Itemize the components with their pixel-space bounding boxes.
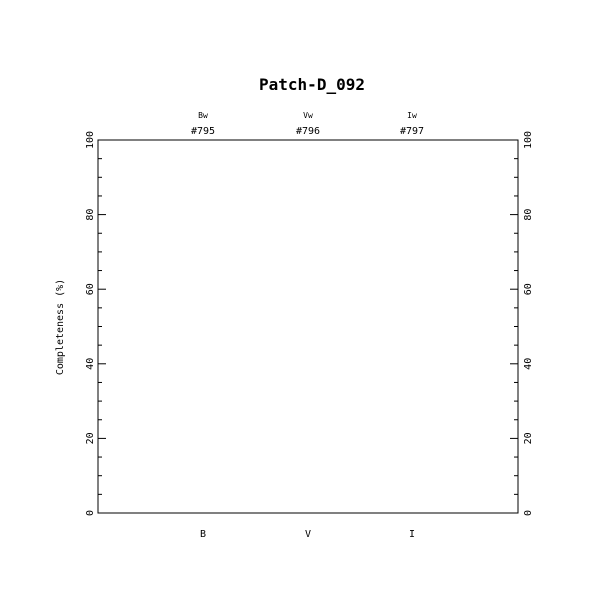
y-tick-label-left: 100: [85, 131, 96, 149]
filter-id-label: #797: [400, 126, 424, 137]
filter-label: Iw: [407, 111, 417, 120]
x-category-label: V: [305, 529, 311, 540]
filter-label: Vw: [303, 111, 313, 120]
plot-frame: [97, 139, 519, 514]
y-tick-label-left: 0: [85, 510, 96, 516]
y-tick-label-right: 60: [523, 283, 534, 295]
x-category-label: B: [200, 529, 206, 540]
filter-label: Bw: [198, 111, 208, 120]
y-tick-label-right: 0: [523, 510, 534, 516]
filter-id-label: #796: [296, 126, 320, 137]
filter-id-label: #795: [191, 126, 215, 137]
y-tick-label-right: 40: [523, 358, 534, 370]
y-tick-label-right: 100: [523, 131, 534, 149]
y-tick-label-left: 60: [85, 283, 96, 295]
y-tick-label-left: 80: [85, 209, 96, 221]
y-tick-label-right: 80: [523, 209, 534, 221]
y-tick-label-right: 20: [523, 432, 534, 444]
y-tick-label-left: 40: [85, 358, 96, 370]
y-tick-label-left: 20: [85, 432, 96, 444]
x-category-label: I: [409, 529, 415, 540]
y-axis-label: Completeness (%): [55, 279, 66, 375]
chart-title: Patch-D_092: [259, 75, 365, 94]
